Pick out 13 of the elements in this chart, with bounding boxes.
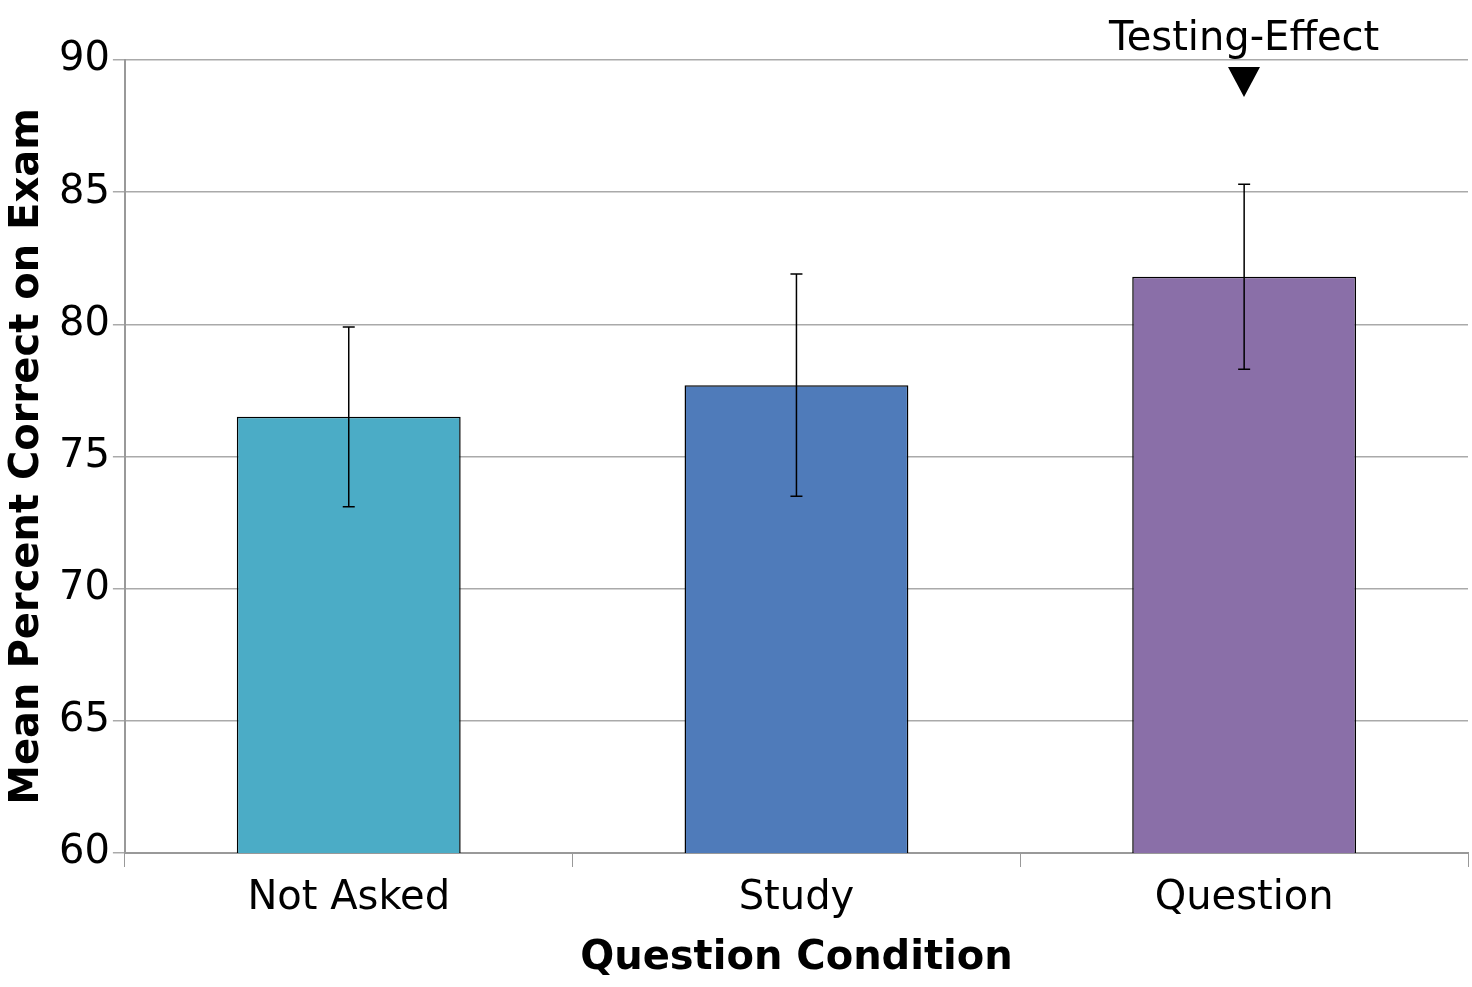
y-tick-label: 90: [58, 33, 110, 80]
x-axis-title: Question Condition: [580, 932, 1013, 979]
x-tick-label: Question: [1154, 872, 1334, 919]
x-tick-label: Study: [738, 872, 855, 919]
y-tick-label: 65: [58, 694, 110, 741]
y-tick-label: 70: [58, 562, 110, 609]
text: Testing-Effect: [1108, 13, 1380, 60]
x-tick-label: Not Asked: [247, 872, 451, 919]
y-tick-label: 60: [58, 826, 110, 873]
y-axis-title: Mean Percent Correct on Exam: [1, 108, 48, 805]
y-tick-label: 85: [58, 165, 110, 212]
y-tick-label: 75: [58, 429, 110, 476]
y-tick-label: 80: [58, 297, 110, 344]
